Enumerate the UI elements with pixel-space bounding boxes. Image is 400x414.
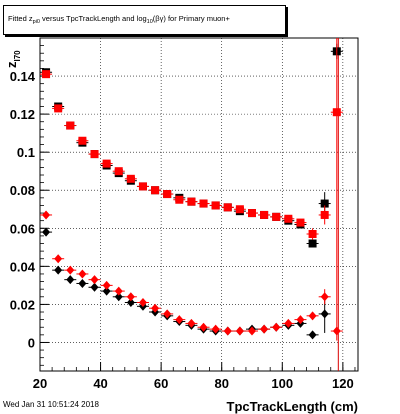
- x-axis-label: TpcTrackLength (cm): [227, 399, 358, 414]
- diamond-marker: [235, 326, 244, 336]
- square-marker: [114, 167, 123, 176]
- diamond-marker: [90, 282, 99, 292]
- title-prefix: Fitted z: [8, 14, 33, 23]
- title-box: Fitted zpi0 versus TpcTrackLength and lo…: [3, 5, 286, 35]
- square-marker: [296, 218, 305, 227]
- x-tick-label: 40: [93, 376, 107, 391]
- diamond-marker: [78, 269, 87, 279]
- y-tick-label: 0: [28, 335, 35, 350]
- square-marker: [102, 159, 111, 168]
- diamond-marker: [175, 315, 184, 325]
- chart-title: Fitted zpi0 versus TpcTrackLength and lo…: [8, 14, 230, 25]
- square-marker: [223, 203, 232, 212]
- y-tick-label: 0.06: [10, 221, 35, 236]
- square-marker: [235, 205, 244, 214]
- square-marker: [163, 190, 172, 199]
- square-marker: [126, 174, 135, 183]
- square-marker: [248, 209, 256, 218]
- square-marker: [187, 197, 196, 206]
- diamond-marker: [260, 324, 269, 334]
- square-marker: [320, 210, 329, 219]
- square-marker: [42, 70, 51, 79]
- plot-frame: [39, 37, 359, 372]
- diamond-marker: [308, 311, 317, 321]
- y-tick-label: 0.04: [10, 259, 36, 274]
- diamond-marker: [332, 326, 341, 336]
- diamond-marker: [114, 292, 123, 302]
- title-sub-pi0: pi0: [32, 19, 40, 25]
- y-tick-label: 0.12: [10, 107, 35, 122]
- square-marker: [90, 150, 99, 159]
- diamond-marker: [199, 322, 208, 332]
- diamond-marker: [42, 227, 51, 237]
- square-marker: [54, 104, 63, 113]
- diamond-marker: [223, 326, 232, 336]
- x-tick-label: 120: [332, 376, 354, 391]
- title-sub-10: 10: [146, 19, 153, 25]
- y-tick-label: 0.1: [17, 145, 35, 160]
- diamond-marker: [66, 275, 75, 285]
- square-marker: [284, 214, 293, 223]
- diamond-marker: [151, 303, 160, 313]
- y-axis-label-sub: I70: [13, 50, 22, 62]
- square-marker: [66, 121, 75, 130]
- diamond-marker: [54, 254, 63, 264]
- diamond-marker: [102, 286, 111, 296]
- diamond-marker: [296, 315, 305, 325]
- diamond-marker: [308, 330, 317, 340]
- x-tick-label: 80: [214, 376, 228, 391]
- y-axis-label: zI70: [4, 50, 22, 68]
- square-marker: [211, 201, 220, 210]
- y-tick-label: 0.08: [10, 183, 35, 198]
- diamond-marker: [126, 297, 135, 307]
- y-axis-label-main: z: [4, 61, 19, 68]
- diamond-marker: [138, 297, 147, 307]
- diamond-marker: [163, 309, 172, 319]
- x-tick-label: 60: [154, 376, 168, 391]
- diamond-marker: [66, 265, 75, 275]
- square-marker: [260, 210, 269, 219]
- x-tick-label: 100: [271, 376, 293, 391]
- diamond-marker: [272, 322, 281, 332]
- diamond-marker: [284, 318, 293, 328]
- title-suffix: (βγ) for Primary muon+: [152, 14, 230, 23]
- diamond-marker: [78, 278, 87, 288]
- square-marker: [308, 229, 317, 238]
- square-marker: [199, 199, 208, 208]
- diamond-marker: [187, 318, 196, 328]
- square-marker: [78, 136, 87, 145]
- square-marker: [138, 182, 147, 191]
- diamond-marker: [114, 286, 123, 296]
- square-marker: [320, 199, 329, 208]
- diamond-marker: [42, 210, 51, 220]
- square-marker: [272, 212, 281, 221]
- diamond-marker: [102, 280, 111, 290]
- square-marker: [332, 108, 341, 117]
- square-marker: [151, 186, 160, 195]
- y-tick-label: 0.02: [10, 297, 35, 312]
- diamond-marker: [54, 265, 63, 275]
- square-marker: [175, 195, 184, 204]
- grid-lines: [39, 38, 358, 371]
- diamond-marker: [320, 309, 329, 319]
- diamond-marker: [126, 292, 135, 302]
- diamond-marker: [320, 292, 329, 302]
- square-marker: [308, 239, 317, 248]
- y-tick-label: 0.14: [10, 69, 36, 84]
- diamond-marker: [211, 324, 220, 334]
- timestamp: Wed Jan 31 10:51:24 2018: [3, 400, 99, 409]
- axis-ticks: 20 40 60 80 100 120 0 0.02 0.04 0.06 0.08 0.1 0.12 0.…: [10, 45, 356, 391]
- x-tick-label: 20: [33, 376, 47, 391]
- data-markers: [40, 38, 343, 341]
- diamond-marker: [248, 326, 256, 336]
- diamond-marker: [90, 275, 99, 285]
- title-middle: versus TpcTrackLength and log: [39, 14, 147, 23]
